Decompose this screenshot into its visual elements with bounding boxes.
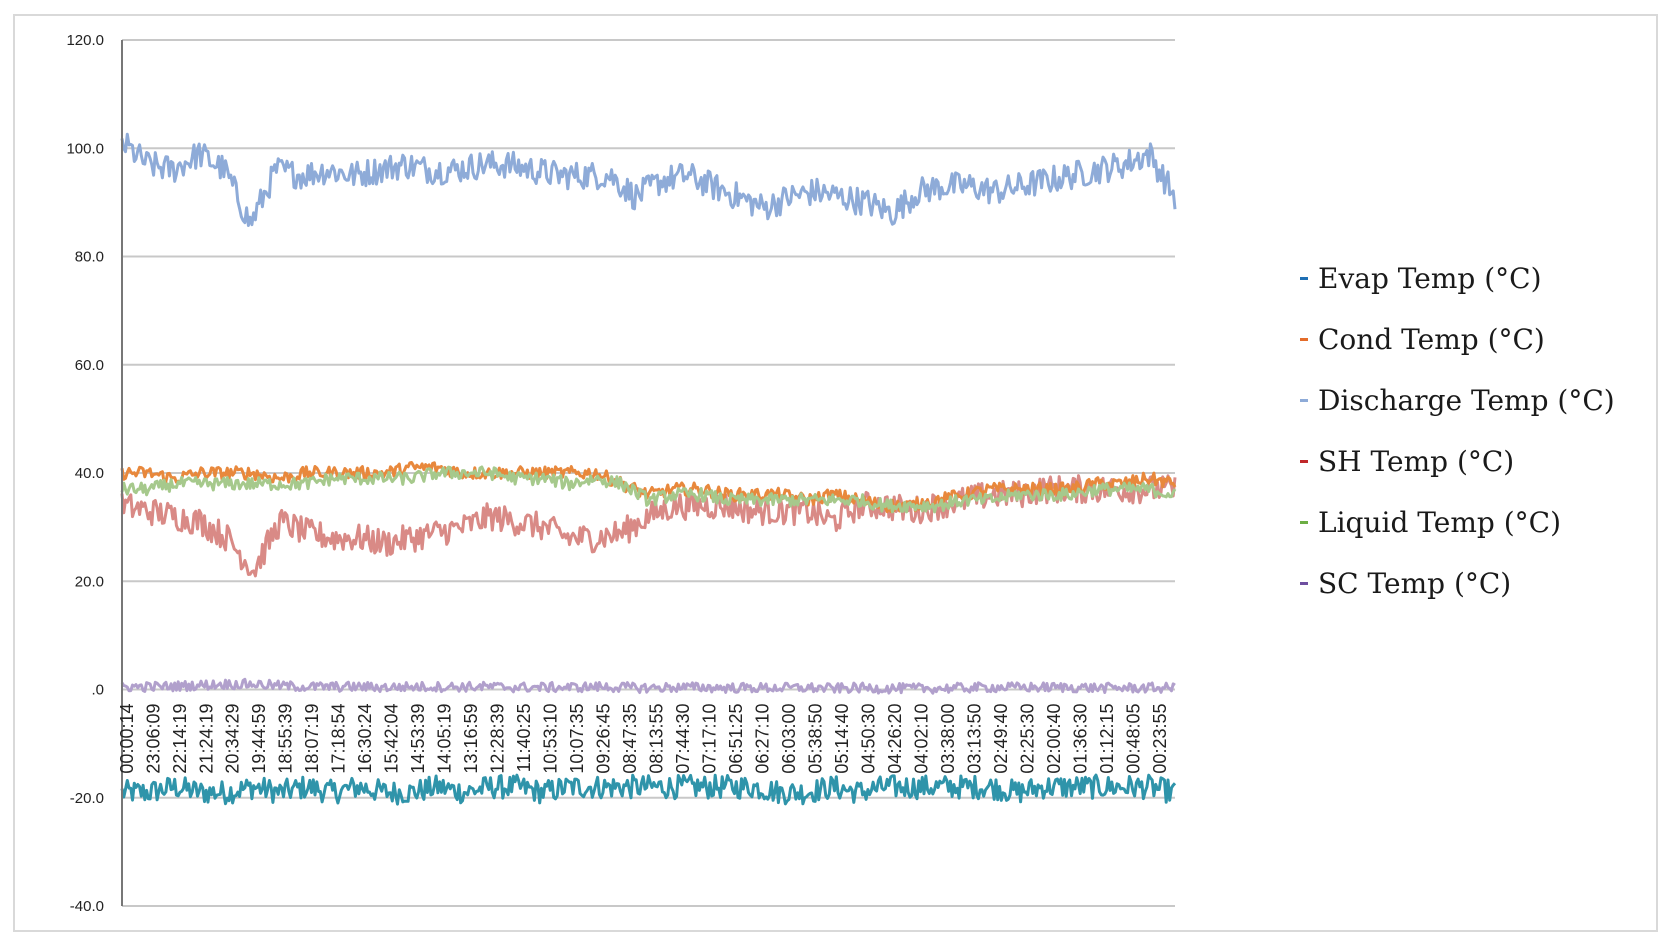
x-tick-label: 01:12:15 — [1097, 704, 1117, 774]
series-lines — [120, 132, 1177, 806]
x-tick-label: 21:24:19 — [196, 704, 216, 774]
legend-label-sc: SC Temp (°C) — [1318, 567, 1512, 600]
x-tick-label: 00:48:05 — [1123, 704, 1143, 774]
legend-item-cond: Cond Temp (°C) — [1300, 323, 1545, 356]
series-line-5 — [120, 677, 1176, 695]
x-tick-label: 04:50:30 — [858, 704, 878, 774]
x-tick-label: 13:16:59 — [461, 704, 481, 774]
legend-swatch-sh — [1300, 460, 1308, 463]
x-tick-label: 08:47:35 — [620, 704, 640, 774]
x-tick-label: 07:17:10 — [699, 704, 719, 774]
series-line-4 — [120, 465, 1177, 514]
x-tick-label: 00:23:55 — [1150, 704, 1170, 774]
x-axis-tick-labels: 00:00:14 23:06:09 22:14:19 21:24:19 20:34:29… — [117, 704, 1170, 774]
x-tick-label: 10:53:10 — [541, 704, 561, 774]
x-tick-label: 07:44:30 — [673, 704, 693, 774]
x-tick-label: 08:13:55 — [646, 704, 666, 774]
y-tick-label: 80.0 — [75, 249, 104, 266]
x-tick-label: 02:49:40 — [991, 704, 1011, 774]
x-tick-label: 18:07:19 — [302, 704, 322, 774]
legend-swatch-discharge — [1300, 399, 1308, 402]
series-line-1 — [120, 461, 1177, 514]
series-line-2 — [120, 132, 1177, 227]
x-tick-label: 05:14:40 — [832, 704, 852, 774]
x-tick-label: 03:38:00 — [938, 704, 958, 774]
x-tick-label: 06:27:10 — [752, 704, 772, 774]
x-tick-label: 19:44:59 — [249, 704, 269, 774]
x-tick-label: 04:26:20 — [885, 704, 905, 774]
x-tick-label: 14:05:19 — [435, 704, 455, 774]
y-tick-label: -20.0 — [70, 790, 104, 807]
x-tick-label: 18:55:39 — [276, 704, 296, 774]
y-tick-label: 20.0 — [75, 573, 104, 590]
legend-item-discharge: Discharge Temp (°C) — [1300, 384, 1615, 417]
legend-label-cond: Cond Temp (°C) — [1318, 323, 1545, 356]
x-tick-label: 22:14:19 — [170, 704, 190, 774]
x-tick-label: 03:13:50 — [964, 704, 984, 774]
x-tick-label: 15:42:04 — [382, 704, 402, 774]
legend-label-evap: Evap Temp (°C) — [1318, 262, 1542, 295]
x-tick-label: 00:00:14 — [117, 704, 137, 774]
y-tick-label: .0 — [91, 682, 104, 699]
y-tick-label: 100.0 — [66, 140, 104, 157]
y-tick-label: 40.0 — [75, 465, 104, 482]
x-tick-label: 14:53:39 — [408, 704, 428, 774]
legend-item-evap: Evap Temp (°C) — [1300, 262, 1542, 295]
legend-item-liquid: Liquid Temp (°C) — [1300, 506, 1561, 539]
x-tick-label: 02:00:40 — [1044, 704, 1064, 774]
legend-item-sh: SH Temp (°C) — [1300, 445, 1514, 478]
legend-swatch-sc — [1300, 582, 1308, 585]
x-tick-label: 11:40:25 — [514, 704, 534, 773]
x-tick-label: 06:51:25 — [726, 704, 746, 774]
legend-swatch-evap — [1300, 277, 1308, 280]
x-tick-label: 23:06:09 — [143, 704, 163, 774]
x-tick-label: 20:34:29 — [223, 704, 243, 774]
y-tick-label: -40.0 — [70, 898, 104, 915]
x-tick-label: 06:03:00 — [779, 704, 799, 774]
x-tick-label: 01:36:30 — [1070, 704, 1090, 774]
x-tick-label: 04:02:10 — [911, 704, 931, 774]
y-axis-tick-labels: 120.0 100.0 80.0 60.0 40.0 20.0 .0 -20.0 -40.0 — [66, 32, 104, 915]
x-tick-label: 10:07:35 — [567, 704, 587, 774]
x-tick-label: 12:28:39 — [488, 704, 508, 774]
x-tick-label: 16:30:24 — [355, 704, 375, 774]
series-line-0 — [120, 773, 1177, 806]
legend-label-discharge: Discharge Temp (°C) — [1318, 384, 1615, 417]
legend-label-liquid: Liquid Temp (°C) — [1318, 506, 1562, 539]
legend-swatch-cond — [1300, 338, 1308, 341]
legend-item-sc: SC Temp (°C) — [1300, 567, 1511, 600]
x-tick-label: 09:26:45 — [594, 704, 614, 774]
x-tick-label: 02:25:30 — [1017, 704, 1037, 774]
x-tick-label: 05:38:50 — [805, 704, 825, 774]
legend-swatch-liquid — [1300, 521, 1308, 524]
x-tick-label: 17:18:54 — [329, 704, 349, 774]
y-tick-label: 60.0 — [75, 357, 104, 374]
legend-label-sh: SH Temp (°C) — [1318, 445, 1515, 478]
series-line-3 — [120, 474, 1177, 578]
y-tick-label: 120.0 — [66, 32, 104, 49]
